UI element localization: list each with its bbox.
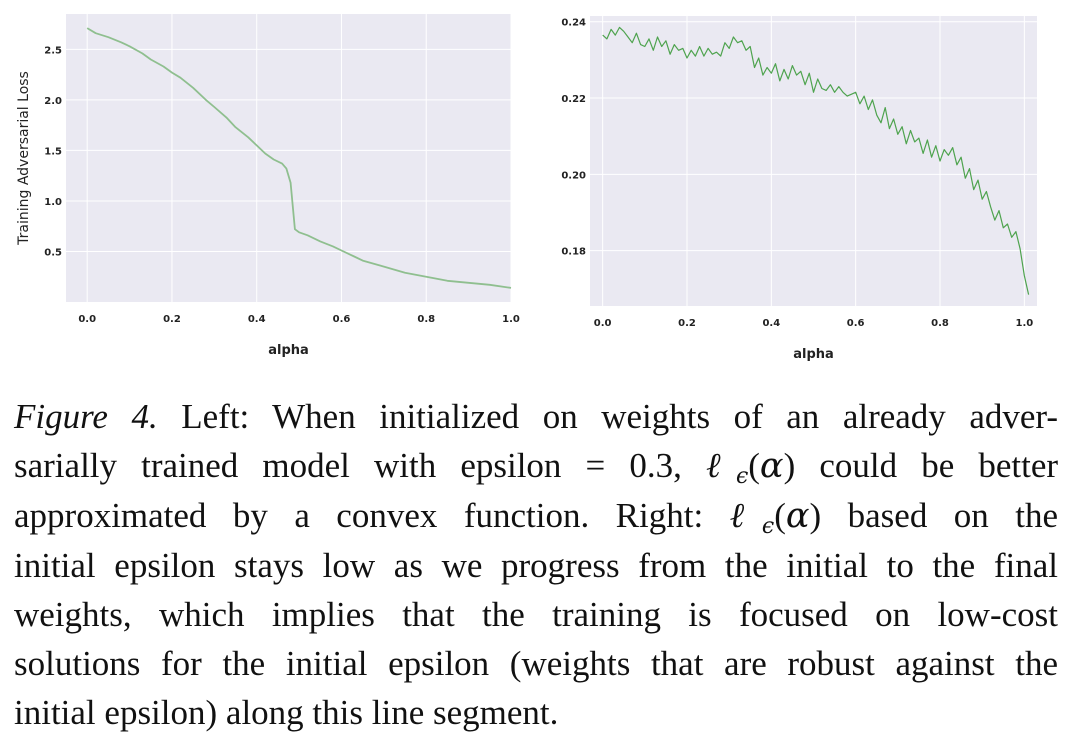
plot-area	[590, 16, 1037, 306]
caption-text: ) based on the	[809, 496, 1058, 535]
x-axis-label: alpha	[268, 343, 309, 358]
caption-line: Figure 4. Left: When initialized on weig…	[14, 392, 1058, 441]
chart-left: 0.0 0.2 0.4 0.6 0.8 1.0 0.5 1.0 1.5 2.0 2.5 alpha Tr…	[16, 14, 520, 358]
x-tick-label: 0.6	[333, 314, 351, 325]
caption-text: ) could be better	[783, 446, 1059, 485]
series-line	[602, 26, 1030, 295]
caption-line: solutions for the initial epsilon (weigh…	[14, 639, 1058, 688]
figure-caption: Figure 4. Left: When initialized on weig…	[14, 392, 1058, 737]
x-tick-label: 1.0	[502, 314, 520, 325]
caption-text: weights, which implies that the training…	[14, 595, 1058, 634]
series-line	[86, 27, 512, 289]
x-tick-label: 0.2	[678, 318, 696, 329]
x-tick-label: 0.0	[78, 314, 96, 325]
x-tick-label: 0.2	[163, 314, 181, 325]
caption-line: approximated by a convex function. Right…	[14, 491, 1058, 541]
caption-text: solutions for the initial epsilon (weigh…	[14, 644, 1058, 683]
y-tick-label: 0.22	[561, 94, 586, 105]
x-tick-label: 0.6	[847, 318, 865, 329]
caption-line: weights, which implies that the training…	[14, 590, 1058, 639]
x-axis-label: alpha	[793, 347, 834, 362]
y-axis-label: Training Adversarial Loss	[16, 71, 32, 246]
caption-math: ϵ	[735, 464, 749, 489]
caption-line: sarially trained model with epsilon = 0.…	[14, 441, 1058, 491]
x-tick-label: 1.0	[1015, 318, 1033, 329]
y-tick-label: 0.24	[561, 18, 586, 29]
x-tick-label: 0.8	[931, 318, 949, 329]
x-tick-label: 0.4	[248, 314, 266, 325]
y-tick-label: 2.0	[44, 96, 62, 107]
caption-text: (	[774, 496, 786, 535]
x-tick-label: 0.4	[762, 318, 780, 329]
caption-text: initial epsilon stays low as we progress…	[14, 546, 1058, 585]
y-tick-label: 2.5	[44, 45, 62, 56]
y-tick-label: 1.0	[44, 197, 62, 208]
figure: 0.0 0.2 0.4 0.6 0.8 1.0 0.5 1.0 1.5 2.0 2.5 alpha Tr…	[16, 14, 1037, 362]
caption-text: sarially trained model with epsilon = 0.…	[14, 446, 706, 485]
chart-right: 0.0 0.2 0.4 0.6 0.8 1.0 0.18 0.20 0.22 0.24 alpha	[561, 16, 1037, 362]
figure-label: Figure 4.	[14, 397, 158, 436]
x-tick-label: 0.0	[594, 318, 612, 329]
caption-text: Left: When initialized on weights of an …	[157, 397, 1058, 436]
caption-line: initial epsilon stays low as we progress…	[14, 541, 1058, 590]
caption-math: α	[759, 446, 784, 486]
caption-math: α	[785, 496, 810, 536]
y-tick-label: 0.18	[561, 247, 586, 258]
x-tick-label: 0.8	[417, 314, 435, 325]
caption-math: ϵ	[761, 514, 775, 539]
y-tick-label: 0.20	[561, 170, 586, 181]
caption-math: ℓ	[706, 446, 736, 486]
y-tick-label: 0.5	[44, 247, 62, 258]
caption-text: (	[748, 446, 760, 485]
caption-text: approximated by a convex function. Right…	[14, 496, 730, 535]
y-tick-label: 1.5	[44, 146, 62, 157]
plot-area	[66, 14, 511, 302]
caption-math: ℓ	[729, 496, 762, 536]
caption-line: initial epsilon) along this line segment…	[14, 688, 1058, 737]
caption-text: initial epsilon) along this line segment…	[14, 693, 559, 732]
